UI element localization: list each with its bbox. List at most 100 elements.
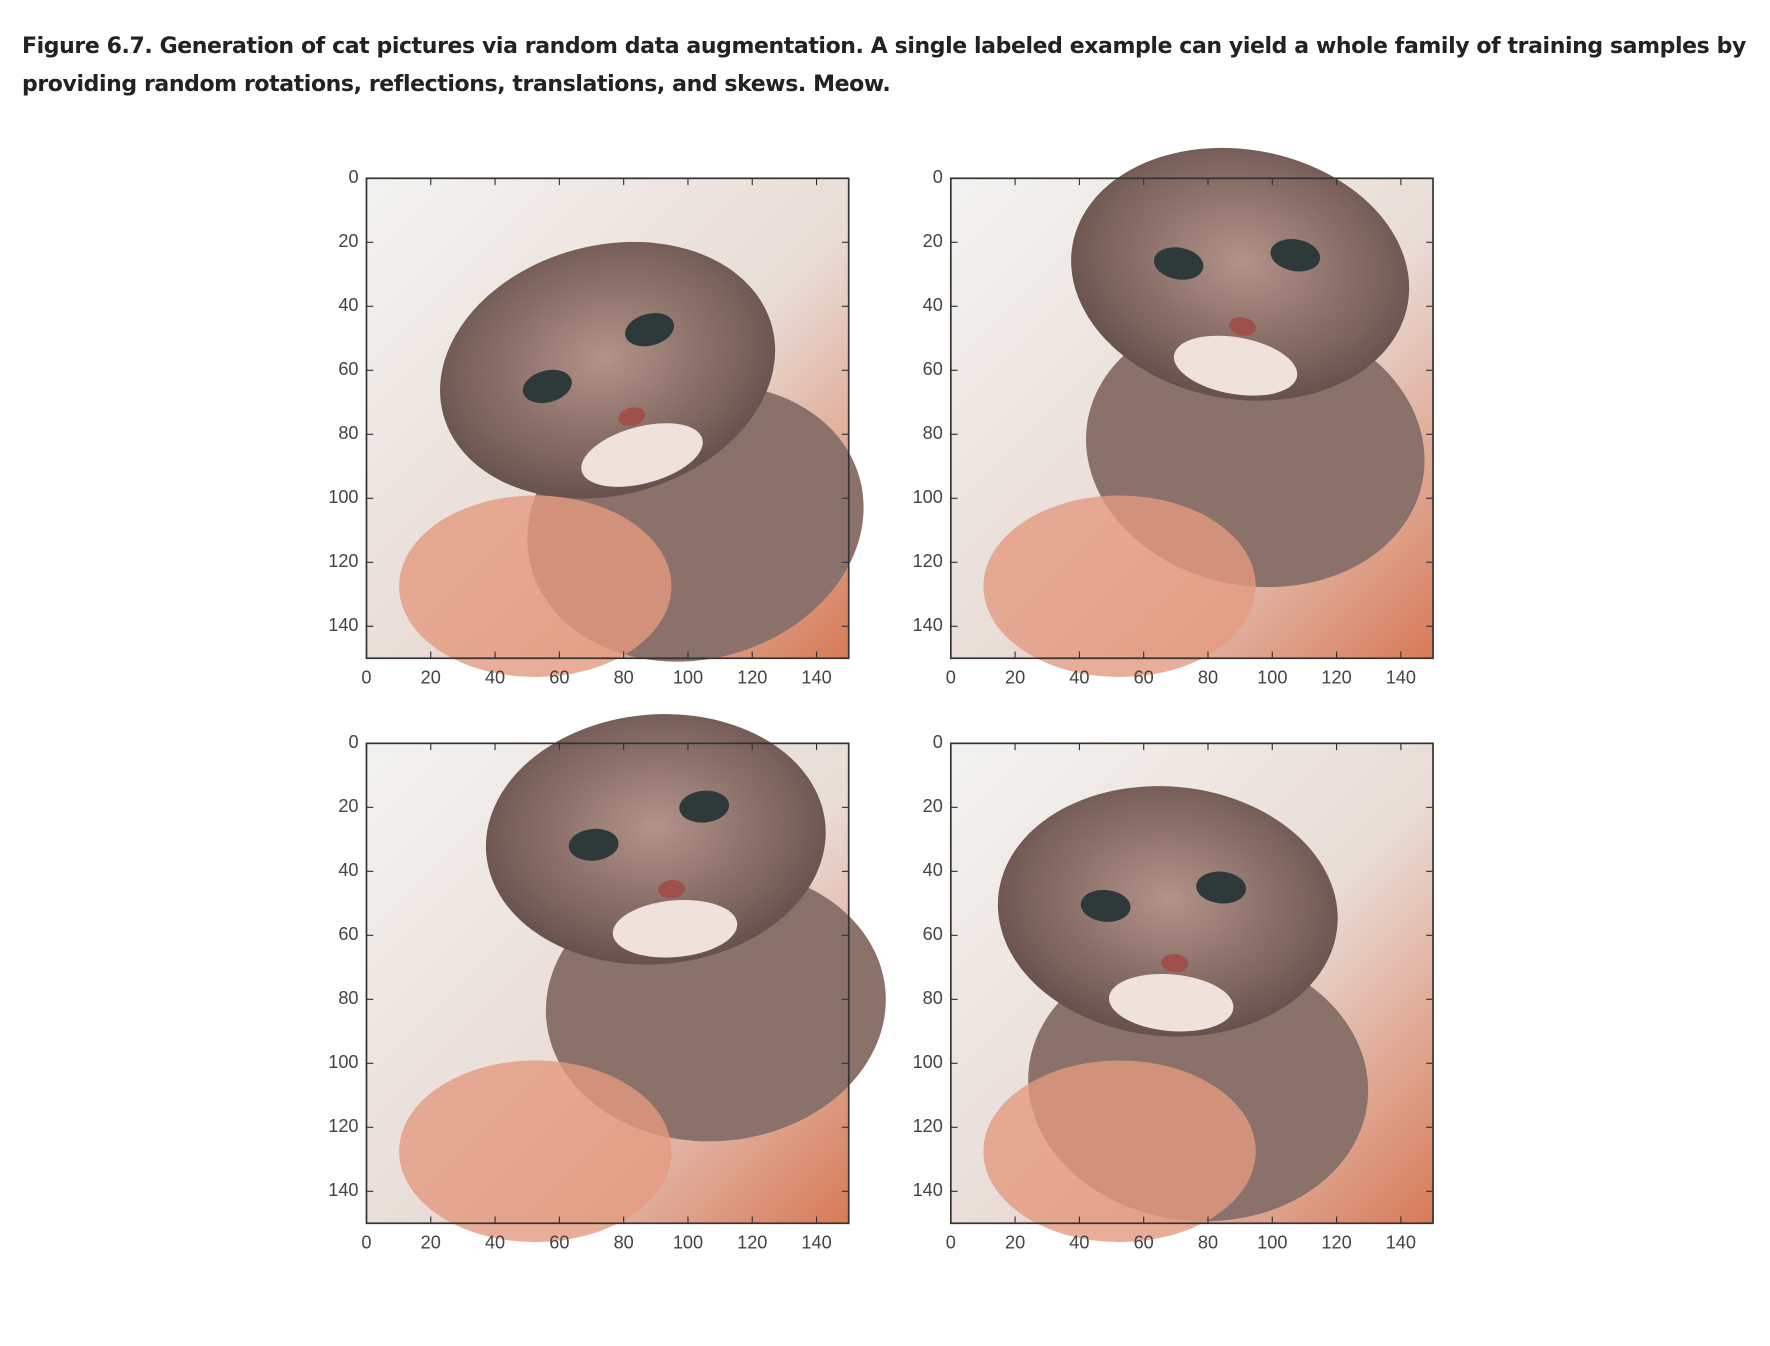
y-tick-label: 100 bbox=[913, 1052, 943, 1072]
subplot: 0 20 40 60 80 100 120 140 0 20 40 60 80 100 120 140 bbox=[913, 147, 1434, 687]
y-tick-label: 60 bbox=[338, 359, 358, 379]
x-tick-label: 140 bbox=[801, 667, 831, 687]
kitten-eye bbox=[1153, 247, 1204, 280]
x-tick-label: 40 bbox=[485, 667, 505, 687]
y-tick-label: 0 bbox=[348, 732, 358, 752]
kitten-nose bbox=[1228, 317, 1256, 336]
x-tick-label: 60 bbox=[549, 667, 569, 687]
kitten-head bbox=[485, 714, 826, 965]
hand bbox=[983, 1060, 1256, 1243]
y-tick-label: 140 bbox=[328, 1180, 358, 1200]
y-tick-label: 0 bbox=[933, 167, 943, 187]
kitten-eye bbox=[522, 369, 572, 404]
x-tick-label: 20 bbox=[1005, 1233, 1025, 1253]
kitten-head bbox=[1071, 147, 1410, 401]
y-tick-label: 80 bbox=[338, 988, 358, 1008]
kitten-eye bbox=[1080, 889, 1131, 922]
x-tick-label: 80 bbox=[1198, 667, 1218, 687]
y-tick-label: 120 bbox=[913, 551, 943, 571]
y-tick-label: 40 bbox=[923, 295, 943, 315]
y-tick-label: 80 bbox=[338, 423, 358, 443]
plot-area bbox=[950, 743, 1434, 1243]
x-tick-label: 120 bbox=[1321, 667, 1351, 687]
x-tick-label: 120 bbox=[737, 667, 767, 687]
x-tick-label: 0 bbox=[361, 1233, 371, 1253]
x-tick-label: 0 bbox=[946, 1233, 956, 1253]
y-tick-label: 60 bbox=[923, 359, 943, 379]
y-tick-label: 40 bbox=[338, 860, 358, 880]
x-tick-label: 60 bbox=[549, 1233, 569, 1253]
y-tick-label: 120 bbox=[328, 1116, 358, 1136]
y-tick-label: 60 bbox=[923, 924, 943, 944]
y-tick-label: 100 bbox=[913, 487, 943, 507]
x-tick-label: 20 bbox=[1005, 667, 1025, 687]
figure-caption: Figure 6.7. Generation of cat pictures v… bbox=[22, 34, 1746, 97]
subplot: 0 20 40 60 80 100 120 140 0 20 40 60 80 100 120 140 bbox=[328, 714, 886, 1253]
x-tick-label: 40 bbox=[1069, 667, 1089, 687]
kitten-eye bbox=[625, 313, 675, 347]
x-tick-label: 40 bbox=[485, 1233, 505, 1253]
y-tick-label: 20 bbox=[923, 796, 943, 816]
kitten-nose bbox=[618, 407, 646, 427]
hand bbox=[399, 1060, 672, 1243]
axes-frame bbox=[949, 177, 1434, 660]
y-tick-label: 20 bbox=[923, 231, 943, 251]
x-tick-label: 0 bbox=[946, 667, 956, 687]
kitten-chin bbox=[612, 899, 738, 958]
kitten bbox=[485, 714, 886, 1142]
x-tick-label: 140 bbox=[1386, 1233, 1416, 1253]
y-tick-label: 100 bbox=[328, 1052, 358, 1072]
y-tick-label: 60 bbox=[338, 924, 358, 944]
subplot: 0 20 40 60 80 100 120 140 0 20 40 60 80 100 120 140 bbox=[913, 732, 1434, 1253]
y-tick-label: 140 bbox=[913, 1180, 943, 1200]
x-tick-label: 120 bbox=[737, 1233, 767, 1253]
x-tick-label: 80 bbox=[1198, 1233, 1218, 1253]
subplot: 0 20 40 60 80 100 120 140 0 20 40 60 80 100 120 140 bbox=[328, 167, 864, 687]
x-tick-label: 20 bbox=[421, 667, 441, 687]
y-tick-label: 120 bbox=[328, 551, 358, 571]
hand bbox=[983, 495, 1256, 678]
kitten-eye bbox=[679, 790, 730, 823]
kitten-nose bbox=[657, 880, 686, 899]
axes-frame bbox=[365, 177, 850, 660]
x-tick-label: 60 bbox=[1134, 667, 1154, 687]
x-tick-label: 0 bbox=[361, 667, 371, 687]
x-tick-label: 100 bbox=[1257, 1233, 1287, 1253]
hand bbox=[399, 495, 672, 678]
plot-area bbox=[950, 147, 1434, 678]
axes-frame bbox=[365, 742, 850, 1225]
x-tick-label: 60 bbox=[1134, 1233, 1154, 1253]
plots: 0 20 40 60 80 100 120 140 0 20 40 60 80 100 120 140 0 20 4… bbox=[328, 147, 1434, 1253]
x-tick-label: 100 bbox=[673, 667, 703, 687]
x-tick-label: 100 bbox=[673, 1233, 703, 1253]
x-tick-label: 80 bbox=[614, 667, 634, 687]
plot-area bbox=[366, 714, 886, 1243]
kitten-head bbox=[997, 786, 1338, 1037]
x-tick-label: 40 bbox=[1069, 1233, 1089, 1253]
kitten-eye bbox=[1196, 871, 1247, 904]
y-tick-label: 20 bbox=[338, 796, 358, 816]
y-tick-label: 40 bbox=[923, 860, 943, 880]
x-tick-label: 80 bbox=[614, 1233, 634, 1253]
y-tick-label: 20 bbox=[338, 231, 358, 251]
y-tick-label: 0 bbox=[933, 732, 943, 752]
kitten-nose bbox=[1161, 954, 1189, 973]
x-tick-label: 140 bbox=[801, 1233, 831, 1253]
x-tick-label: 100 bbox=[1257, 667, 1287, 687]
kitten-eye bbox=[1270, 238, 1321, 272]
y-tick-label: 140 bbox=[913, 615, 943, 635]
y-tick-label: 80 bbox=[923, 988, 943, 1008]
kitten-chin bbox=[581, 423, 703, 487]
kitten-eye bbox=[568, 828, 619, 861]
kitten-chin bbox=[1173, 335, 1298, 396]
y-tick-label: 0 bbox=[348, 167, 358, 187]
plot-area bbox=[366, 178, 864, 678]
x-tick-label: 140 bbox=[1386, 667, 1416, 687]
y-tick-label: 80 bbox=[923, 423, 943, 443]
y-tick-label: 40 bbox=[338, 295, 358, 315]
x-tick-label: 120 bbox=[1321, 1233, 1351, 1253]
x-tick-label: 20 bbox=[421, 1233, 441, 1253]
y-tick-label: 100 bbox=[328, 487, 358, 507]
axes-frame bbox=[949, 742, 1434, 1225]
